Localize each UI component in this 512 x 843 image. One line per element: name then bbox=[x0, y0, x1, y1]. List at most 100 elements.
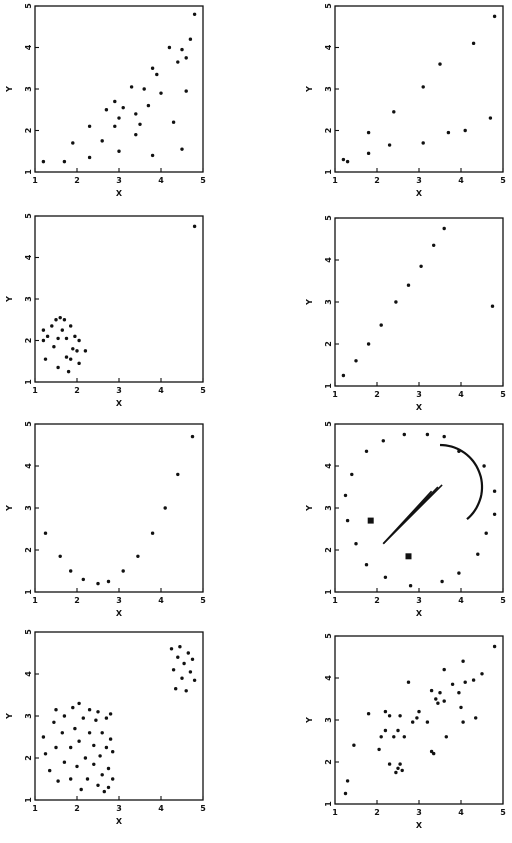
y-tick-label: 5 bbox=[24, 629, 33, 635]
data-point bbox=[438, 691, 442, 695]
x-tick-label: 4 bbox=[458, 808, 464, 817]
y-tick-label: 3 bbox=[324, 717, 333, 723]
data-point bbox=[387, 714, 392, 718]
data-point bbox=[182, 661, 186, 666]
data-point bbox=[492, 512, 497, 516]
y-tick-label: 3 bbox=[24, 713, 33, 719]
data-point bbox=[121, 105, 125, 110]
data-point bbox=[398, 714, 402, 718]
data-point bbox=[138, 122, 142, 126]
data-point bbox=[113, 124, 117, 129]
x-tick-label: 5 bbox=[500, 390, 506, 399]
y-tick-label: 2 bbox=[24, 755, 33, 761]
data-point bbox=[41, 338, 46, 343]
x-tick-label: 5 bbox=[500, 808, 506, 817]
data-point bbox=[400, 768, 404, 773]
data-point bbox=[167, 45, 172, 50]
data-point bbox=[408, 584, 413, 588]
y-tick-label: 5 bbox=[324, 633, 333, 639]
x-tick-label: 2 bbox=[374, 596, 380, 605]
y-axis-label: Y bbox=[5, 296, 14, 303]
y-tick-label: 5 bbox=[24, 421, 33, 427]
data-point bbox=[377, 747, 381, 752]
y-tick-label: 3 bbox=[324, 86, 333, 92]
data-point bbox=[396, 766, 400, 770]
data-point bbox=[104, 745, 109, 750]
data-point bbox=[442, 699, 446, 703]
data-point bbox=[69, 745, 73, 750]
data-point bbox=[75, 764, 79, 769]
x-axis-label: X bbox=[416, 403, 423, 412]
data-point bbox=[484, 531, 488, 535]
x-tick-label: 1 bbox=[332, 596, 338, 605]
y-axis-label: Y bbox=[305, 505, 314, 512]
data-point bbox=[113, 99, 117, 104]
data-point bbox=[425, 432, 430, 437]
data-point bbox=[394, 770, 398, 775]
data-point bbox=[111, 750, 115, 754]
data-point bbox=[94, 718, 98, 722]
data-point bbox=[73, 726, 77, 731]
data-point bbox=[41, 328, 46, 332]
y-tick-label: 1 bbox=[324, 383, 333, 389]
data-point bbox=[83, 349, 88, 353]
y-tick-label: 2 bbox=[324, 759, 333, 765]
data-point bbox=[492, 489, 497, 493]
data-point bbox=[87, 708, 92, 712]
data-point bbox=[102, 789, 107, 794]
data-point bbox=[379, 323, 383, 327]
data-point bbox=[56, 336, 60, 341]
x-tick-label: 5 bbox=[200, 386, 206, 395]
data-point bbox=[96, 783, 100, 787]
data-point bbox=[350, 472, 354, 477]
data-point bbox=[41, 735, 46, 739]
data-point bbox=[180, 147, 184, 151]
x-tick-label: 5 bbox=[200, 804, 206, 813]
data-point bbox=[364, 563, 369, 567]
y-tick-label: 1 bbox=[24, 797, 33, 803]
y-tick-label: 4 bbox=[324, 675, 333, 681]
data-point bbox=[461, 659, 465, 663]
data-point bbox=[176, 472, 180, 477]
x-axis-label: X bbox=[116, 817, 123, 826]
y-tick-label: 5 bbox=[24, 3, 33, 9]
plot-frame bbox=[334, 635, 504, 805]
data-point bbox=[150, 531, 155, 535]
x-axis-label: X bbox=[116, 189, 123, 198]
data-point bbox=[69, 324, 73, 328]
data-point bbox=[406, 680, 411, 684]
x-tick-label: 1 bbox=[32, 596, 38, 605]
panel-right-3: 1 2 3 4 5 1 2 3 4 5 X Y bbox=[305, 421, 506, 618]
y-tick-label: 4 bbox=[24, 463, 33, 469]
data-point bbox=[442, 434, 446, 439]
data-point bbox=[417, 709, 421, 714]
data-point bbox=[450, 682, 455, 686]
data-point bbox=[341, 373, 346, 378]
data-point bbox=[104, 108, 109, 112]
x-tick-label: 4 bbox=[458, 390, 464, 399]
x-axis-label: X bbox=[116, 609, 123, 618]
data-point bbox=[174, 687, 178, 691]
x-axis-label: X bbox=[416, 189, 423, 198]
x-tick-label: 2 bbox=[74, 804, 80, 813]
panel-right-2: 1 2 3 4 5 1 2 3 4 5 X Y bbox=[305, 215, 506, 412]
data-point bbox=[178, 645, 182, 649]
y-tick-label: 5 bbox=[324, 421, 333, 427]
data-point bbox=[77, 361, 81, 366]
data-point bbox=[345, 518, 350, 523]
y-axis-label: Y bbox=[5, 86, 14, 93]
x-tick-label: 3 bbox=[416, 596, 422, 605]
data-point bbox=[58, 554, 62, 558]
data-point bbox=[62, 714, 67, 718]
data-point bbox=[176, 655, 180, 659]
data-point bbox=[106, 579, 111, 584]
y-tick-label: 2 bbox=[324, 341, 333, 347]
data-point bbox=[85, 777, 90, 781]
data-point bbox=[104, 716, 109, 720]
data-point bbox=[163, 506, 167, 510]
data-point bbox=[69, 357, 73, 361]
y-tick-label: 2 bbox=[324, 128, 333, 134]
data-point bbox=[77, 338, 81, 343]
data-point bbox=[192, 224, 197, 229]
